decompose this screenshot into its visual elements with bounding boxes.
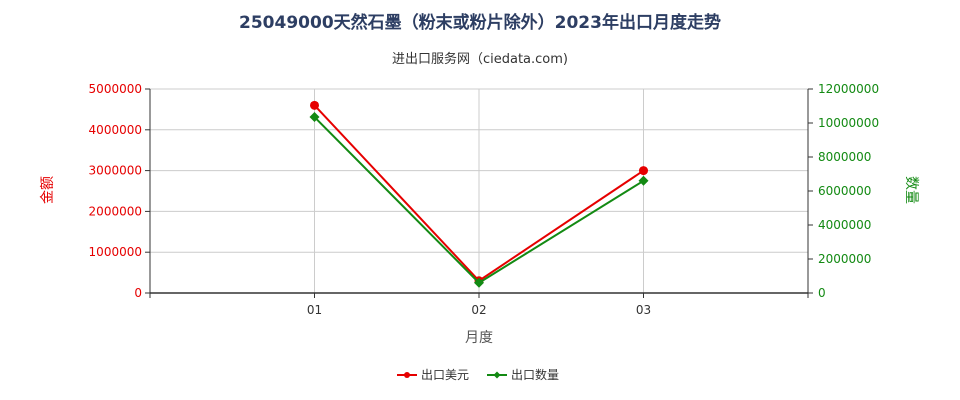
y-axis-title-left: 金额 <box>40 176 56 204</box>
legend: 出口美元 出口数量 <box>397 367 559 382</box>
series-layer <box>309 100 649 288</box>
series-point-2 <box>474 277 484 288</box>
series-point-2 <box>309 112 320 123</box>
series-point-2 <box>638 175 649 186</box>
x-axis-title: 月度 <box>465 330 493 346</box>
chart-title: 25049000天然石墨（粉末或粉片除外）2023年出口月度走势 <box>239 13 721 33</box>
chart-subtitle: 进出口服务网（ciedata.com) <box>391 52 568 67</box>
right-tick-label: 10000000 <box>818 116 879 130</box>
left-tick-label: 1000000 <box>89 245 142 259</box>
x-tick-label: 03 <box>636 303 651 317</box>
x-tick-label: 01 <box>307 303 322 317</box>
right-tick-label: 8000000 <box>818 150 871 164</box>
x-tick-label: 02 <box>471 303 486 317</box>
legend-label: 出口美元 <box>421 368 469 382</box>
right-tick-label: 12000000 <box>818 82 879 96</box>
right-tick-label: 2000000 <box>818 252 871 266</box>
left-tick-label: 2000000 <box>89 204 142 218</box>
left-tick-label: 4000000 <box>89 123 142 137</box>
left-tick-label: 5000000 <box>89 82 142 96</box>
y-axis-title-right: 数量 <box>903 176 919 204</box>
left-tick-label: 0 <box>134 286 142 300</box>
grid <box>150 88 808 293</box>
right-tick-label: 6000000 <box>818 184 871 198</box>
left-tick-label: 3000000 <box>89 164 142 178</box>
legend-marker <box>493 371 501 379</box>
legend-marker <box>404 372 410 378</box>
legend-label: 出口数量 <box>511 367 559 382</box>
series-point-1 <box>310 100 319 110</box>
series-point-1 <box>639 166 648 176</box>
right-tick-label: 4000000 <box>818 218 871 232</box>
right-tick-label: 0 <box>818 286 826 300</box>
